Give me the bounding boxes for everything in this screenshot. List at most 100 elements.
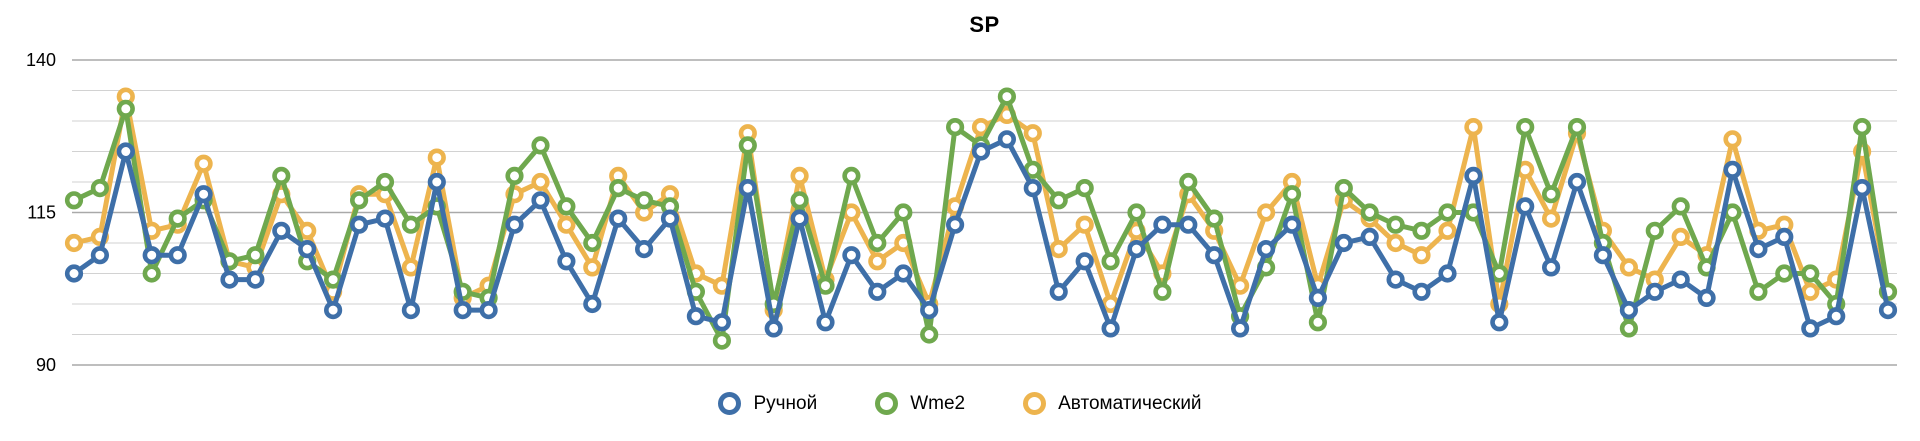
- y-axis-tick-label-140: 140: [26, 50, 56, 70]
- data-point-marker: [531, 136, 550, 155]
- data-point-marker: [116, 99, 135, 118]
- legend-label-wme2: Wme2: [910, 392, 966, 414]
- data-point-marker: [1827, 307, 1846, 326]
- data-point-marker: [816, 313, 835, 332]
- data-point-marker: [1775, 264, 1794, 283]
- y-axis-tick-label-115: 115: [27, 203, 56, 223]
- data-point-marker: [1256, 240, 1276, 259]
- data-point-marker: [920, 301, 939, 320]
- data-point-marker: [1179, 215, 1198, 234]
- data-point-marker: [1490, 264, 1509, 283]
- data-point-marker: [1282, 185, 1302, 204]
- data-point-marker: [738, 179, 757, 198]
- data-point-marker: [686, 307, 706, 326]
- data-point-marker: [971, 142, 991, 161]
- data-point-marker: [64, 264, 84, 283]
- data-point-marker: [1334, 179, 1353, 198]
- data-point-marker: [583, 258, 602, 277]
- data-point-marker: [1308, 313, 1327, 332]
- data-point-marker: [298, 240, 317, 259]
- data-point-marker: [194, 154, 213, 173]
- data-point-marker: [868, 282, 887, 301]
- data-point-marker: [1852, 179, 1872, 198]
- data-point-marker: [1516, 117, 1535, 137]
- data-point-marker: [1567, 172, 1587, 192]
- data-point-marker: [790, 191, 809, 210]
- data-point-marker: [142, 246, 161, 265]
- data-point-marker: [350, 191, 369, 210]
- data-point-marker: [64, 233, 84, 253]
- data-point-marker: [1308, 288, 1327, 308]
- data-point-marker: [1256, 203, 1276, 222]
- data-point-marker: [1127, 240, 1146, 259]
- data-point-marker: [1567, 117, 1587, 137]
- data-point-marker: [1386, 233, 1405, 253]
- data-point-marker: [401, 215, 421, 234]
- data-point-marker: [1645, 221, 1664, 240]
- data-point-marker: [1049, 191, 1068, 210]
- data-point-marker: [427, 148, 446, 167]
- data-point-marker: [1153, 215, 1172, 234]
- data-point-marker: [1438, 203, 1457, 222]
- data-point-marker: [1334, 233, 1353, 253]
- legend-label-ruchnoy: Ручной: [753, 392, 818, 414]
- data-point-marker: [634, 191, 654, 210]
- data-point-marker: [375, 172, 395, 192]
- data-point-marker: [583, 233, 602, 253]
- data-point-marker: [298, 221, 317, 240]
- data-point-marker: [1230, 319, 1250, 338]
- data-point-marker: [894, 203, 913, 222]
- data-point-marker: [1438, 221, 1457, 240]
- data-point-marker: [1075, 179, 1094, 198]
- chart-legend: Ручной Wme2 Автоматический: [0, 392, 1920, 415]
- data-point-marker: [350, 215, 369, 234]
- data-point-marker: [868, 252, 887, 271]
- legend-label-avtomaticheskiy: Автоматический: [1058, 392, 1202, 414]
- data-point-marker: [1801, 264, 1820, 283]
- series-markers-0: [64, 130, 1898, 338]
- data-point-marker: [1723, 203, 1742, 222]
- data-point-marker: [324, 301, 343, 320]
- data-point-marker: [1205, 246, 1224, 265]
- data-point-marker: [712, 331, 732, 350]
- data-point-marker: [816, 276, 835, 295]
- data-point-marker: [971, 117, 991, 137]
- legend-item-wme2: Wme2: [875, 392, 965, 415]
- data-point-marker: [1775, 227, 1794, 246]
- data-point-marker: [997, 87, 1017, 106]
- data-point-marker: [1412, 246, 1431, 265]
- data-point-marker: [997, 130, 1017, 149]
- data-point-marker: [1023, 124, 1042, 143]
- legend-item-ruchnoy: Ручной: [718, 392, 817, 415]
- wme2-series-marker-icon: [875, 392, 899, 415]
- data-point-marker: [1852, 117, 1872, 137]
- data-point-marker: [1049, 282, 1068, 301]
- data-point-marker: [920, 325, 939, 344]
- data-point-marker: [609, 209, 628, 228]
- data-point-marker: [842, 246, 861, 265]
- data-point-marker: [90, 179, 109, 198]
- data-point-marker: [505, 166, 524, 185]
- data-point-marker: [1516, 197, 1535, 216]
- data-point-marker: [1749, 282, 1768, 301]
- data-point-marker: [1749, 240, 1768, 259]
- data-point-marker: [1619, 258, 1638, 277]
- data-point-marker: [790, 209, 809, 228]
- data-point-marker: [1671, 227, 1690, 246]
- data-point-marker: [1049, 240, 1068, 259]
- data-point-marker: [1386, 215, 1405, 234]
- data-point-marker: [1541, 258, 1561, 277]
- data-point-marker: [220, 270, 239, 289]
- data-point-marker: [272, 221, 291, 240]
- data-point-marker: [168, 209, 187, 228]
- data-point-marker: [1490, 313, 1509, 332]
- data-point-marker: [142, 264, 161, 283]
- data-point-marker: [1412, 282, 1431, 301]
- data-point-marker: [1723, 130, 1742, 149]
- data-point-marker: [1801, 282, 1820, 301]
- data-point-marker: [842, 203, 861, 222]
- data-point-marker: [634, 240, 654, 259]
- data-point-marker: [764, 319, 783, 338]
- data-point-marker: [1619, 319, 1638, 338]
